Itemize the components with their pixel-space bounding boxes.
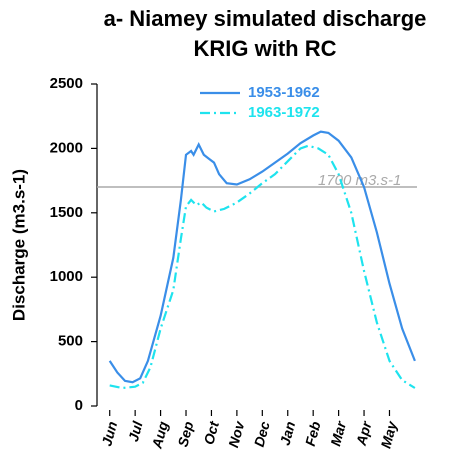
- x-tick-label: Jul: [125, 419, 146, 444]
- chart-title: KRIG with RC: [194, 36, 337, 61]
- data-line: [108, 130, 416, 384]
- y-tick-label: 1000: [50, 268, 83, 285]
- legend-label: 1953-1962: [248, 84, 320, 101]
- x-tick-label: Aug: [148, 419, 171, 451]
- y-tick-label: 2500: [50, 75, 83, 92]
- y-axis-label: Discharge (m3.s-1): [9, 169, 28, 321]
- legend-label: 1963-1972: [248, 104, 320, 121]
- x-tick-label: Dec: [251, 419, 273, 448]
- chart-title: a- Niamey simulated discharge: [104, 6, 427, 31]
- y-tick-label: 0: [75, 397, 83, 414]
- y-tick-label: 500: [58, 333, 83, 350]
- x-tick-label: Sep: [174, 419, 196, 448]
- x-tick-label: Oct: [200, 418, 222, 446]
- x-tick-label: Apr: [353, 418, 375, 448]
- reference-label: 1700 m3.s-1: [318, 172, 401, 189]
- y-tick-label: 1500: [50, 204, 83, 221]
- y-tick-label: 2000: [50, 139, 83, 156]
- x-tick-label: Jan: [277, 420, 299, 447]
- data-line: [109, 144, 416, 390]
- x-tick-label: Nov: [225, 418, 248, 449]
- x-tick-label: May: [377, 418, 400, 450]
- x-tick-label: Mar: [327, 418, 349, 448]
- x-tick-label: Feb: [302, 419, 324, 448]
- x-tick-label: Jun: [98, 420, 120, 448]
